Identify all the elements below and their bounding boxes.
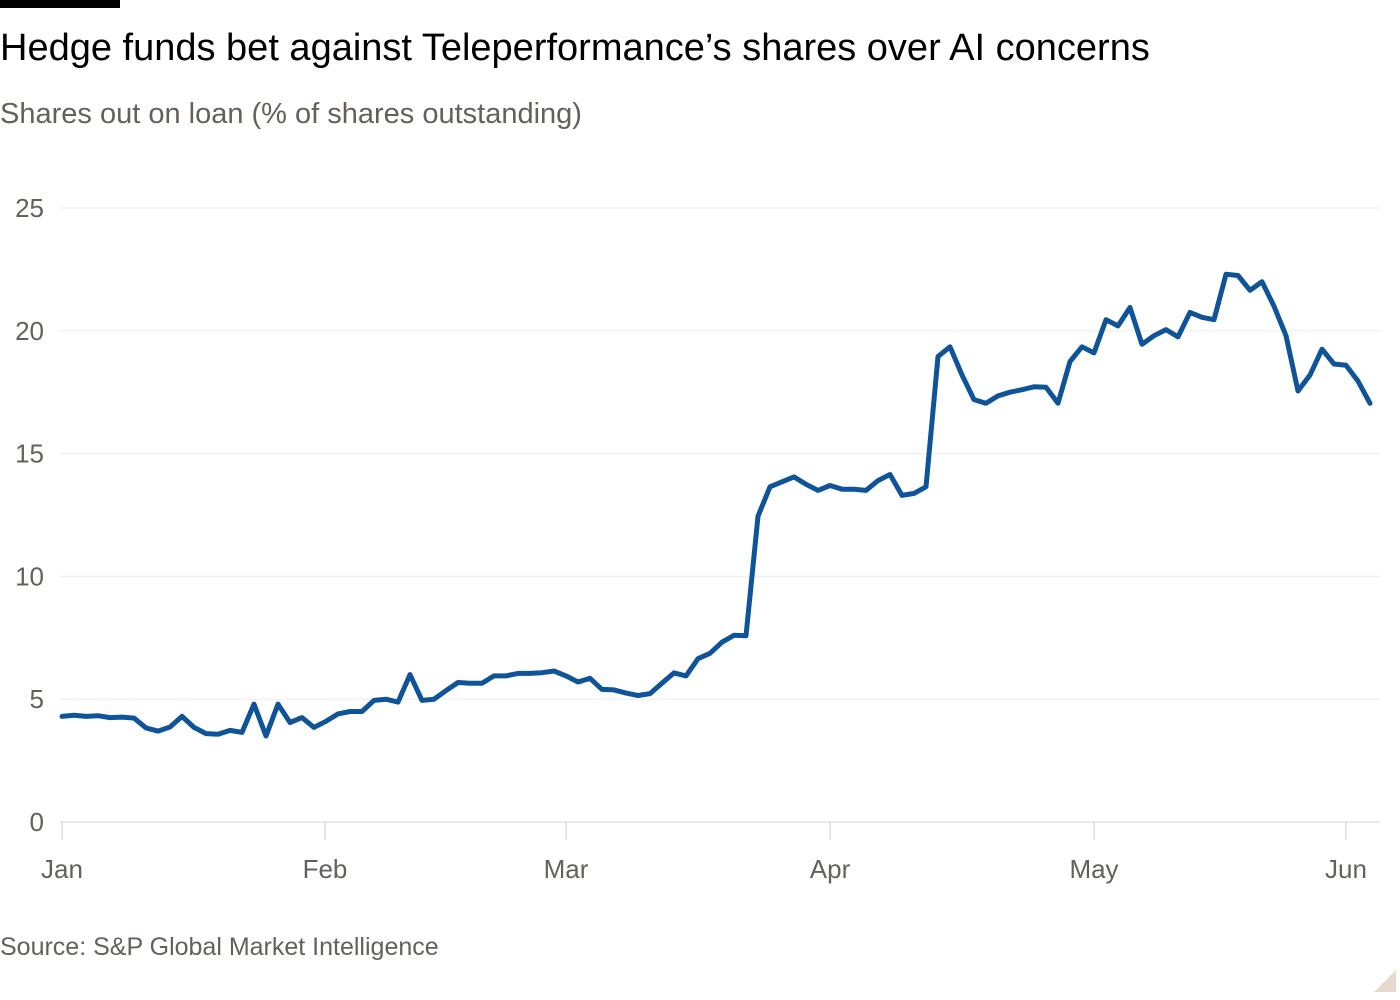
series-group (59, 271, 1373, 739)
x-tick-label-feb: Feb (303, 854, 348, 884)
y-tick-label-0: 0 (30, 807, 44, 837)
series-line-shares-on-loan (59, 271, 1373, 739)
source-note: Source: S&P Global Market Intelligence (0, 933, 439, 961)
x-axis-labels: Jan Feb Mar Apr May Jun (41, 854, 1367, 884)
x-tick-label-may: May (1069, 854, 1118, 884)
y-tick-label-20: 20 (15, 316, 44, 346)
y-tick-label-15: 15 (15, 439, 44, 469)
x-tick-label-mar: Mar (544, 854, 589, 884)
corner-mark (1374, 970, 1396, 992)
grid-lines (60, 207, 1380, 823)
x-axis-ticks (61, 822, 1347, 840)
x-tick-label-jun: Jun (1325, 854, 1367, 884)
chart-subtitle: Shares out on loan (% of shares outstand… (0, 98, 582, 130)
y-tick-label-25: 25 (15, 193, 44, 223)
brand-bar (0, 0, 120, 8)
chart-title: Hedge funds bet against Teleperformance’… (0, 27, 1150, 69)
y-tick-label-10: 10 (15, 561, 44, 591)
x-tick-label-apr: Apr (810, 854, 851, 884)
y-axis-labels: 0 5 10 15 20 25 (15, 193, 44, 837)
x-tick-label-jan: Jan (41, 854, 83, 884)
y-tick-label-5: 5 (30, 684, 44, 714)
